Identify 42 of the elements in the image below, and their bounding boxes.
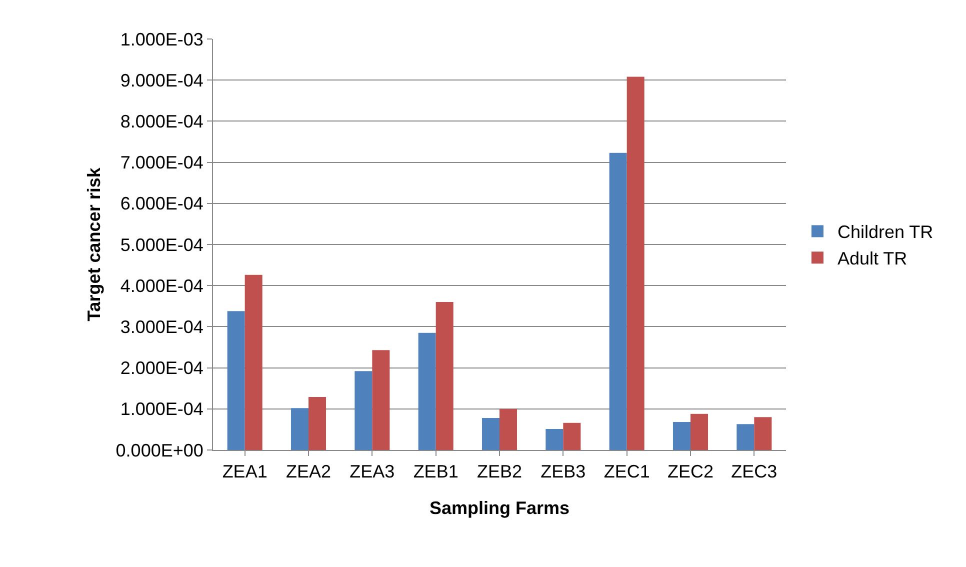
x-tick-label: ZEC2 bbox=[667, 462, 714, 482]
y-tick-label: 2.000E-04 bbox=[120, 358, 204, 378]
x-tick-label: ZEA1 bbox=[222, 462, 268, 482]
y-tick-label: 4.000E-04 bbox=[120, 276, 204, 296]
x-tick-label: ZEA3 bbox=[350, 462, 395, 482]
bar bbox=[672, 422, 690, 450]
y-tick-label: 1.000E-04 bbox=[120, 399, 204, 420]
bar bbox=[626, 76, 644, 450]
bar bbox=[290, 408, 308, 450]
bar bbox=[308, 396, 326, 450]
y-tick-label: 8.000E-04 bbox=[120, 112, 204, 132]
y-axis-title: Target cancer risk bbox=[84, 166, 104, 322]
x-tick-label: ZEC1 bbox=[604, 462, 650, 482]
y-tick-label: 1.000E-03 bbox=[120, 29, 204, 50]
bar bbox=[736, 424, 754, 450]
bar bbox=[500, 408, 518, 450]
y-tick-label: 5.000E-04 bbox=[120, 234, 204, 255]
y-tick-label: 9.000E-04 bbox=[120, 70, 204, 90]
legend-label: Adult TR bbox=[837, 248, 908, 269]
x-axis-title: Sampling Farms bbox=[429, 498, 570, 518]
bar bbox=[690, 414, 708, 450]
bar bbox=[482, 418, 500, 450]
x-tick-label: ZEB3 bbox=[540, 462, 586, 482]
y-tick-label: 7.000E-04 bbox=[120, 152, 204, 173]
bar bbox=[372, 350, 390, 450]
y-tick-label: 6.000E-04 bbox=[120, 194, 204, 214]
y-tick-label: 3.000E-04 bbox=[120, 317, 204, 337]
bar bbox=[436, 302, 454, 450]
x-tick-label: ZEA2 bbox=[286, 462, 332, 482]
legend-label: Children TR bbox=[837, 222, 934, 242]
y-tick-label: 0.000E+00 bbox=[116, 440, 204, 460]
bar bbox=[609, 152, 627, 450]
x-tick-label: ZEC3 bbox=[731, 462, 778, 482]
x-tick-label: ZEB1 bbox=[413, 462, 458, 482]
x-tick-label: ZEB2 bbox=[476, 462, 522, 482]
bar bbox=[354, 371, 372, 450]
bar bbox=[546, 429, 564, 450]
bar bbox=[244, 274, 262, 450]
bar bbox=[227, 311, 245, 450]
bar bbox=[418, 332, 436, 450]
bar bbox=[754, 417, 772, 450]
bar bbox=[563, 422, 581, 450]
